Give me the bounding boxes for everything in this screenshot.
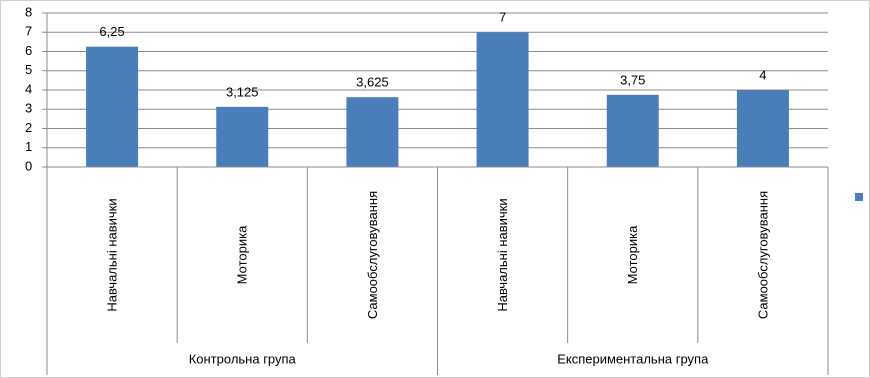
bar <box>476 32 529 167</box>
data-label: 4 <box>759 67 766 82</box>
y-tick-label: 8 <box>25 4 32 19</box>
y-tick-label: 7 <box>25 24 32 39</box>
x-tick-label: Навчальні навички <box>495 198 510 311</box>
data-label: 3,625 <box>356 75 389 90</box>
y-tick-label: 5 <box>25 62 32 77</box>
y-tick-label: 3 <box>25 101 32 116</box>
y-tick-label: 4 <box>25 81 32 96</box>
legend-marker <box>855 193 863 201</box>
group-label: Експериментальна група <box>557 351 709 366</box>
bar <box>606 94 659 167</box>
x-tick-label: Самообслуговування <box>755 191 770 319</box>
x-tick-label: Моторика <box>235 225 250 284</box>
bar <box>736 90 789 167</box>
group-label: Контрольна група <box>189 351 297 366</box>
y-tick-label: 0 <box>25 158 32 173</box>
x-tick-label: Навчальні навички <box>105 198 120 311</box>
y-tick-label: 6 <box>25 43 32 58</box>
bar <box>216 106 269 167</box>
data-label: 7 <box>499 10 506 25</box>
bar <box>86 46 139 167</box>
x-tick-label: Самообслуговування <box>365 191 380 319</box>
y-tick-label: 1 <box>25 139 32 154</box>
data-label: 3,125 <box>226 84 259 99</box>
data-label: 3,75 <box>620 72 645 87</box>
bar <box>346 97 399 167</box>
x-tick-label: Моторика <box>625 225 640 284</box>
y-tick-label: 2 <box>25 120 32 135</box>
data-label: 6,25 <box>99 24 124 39</box>
